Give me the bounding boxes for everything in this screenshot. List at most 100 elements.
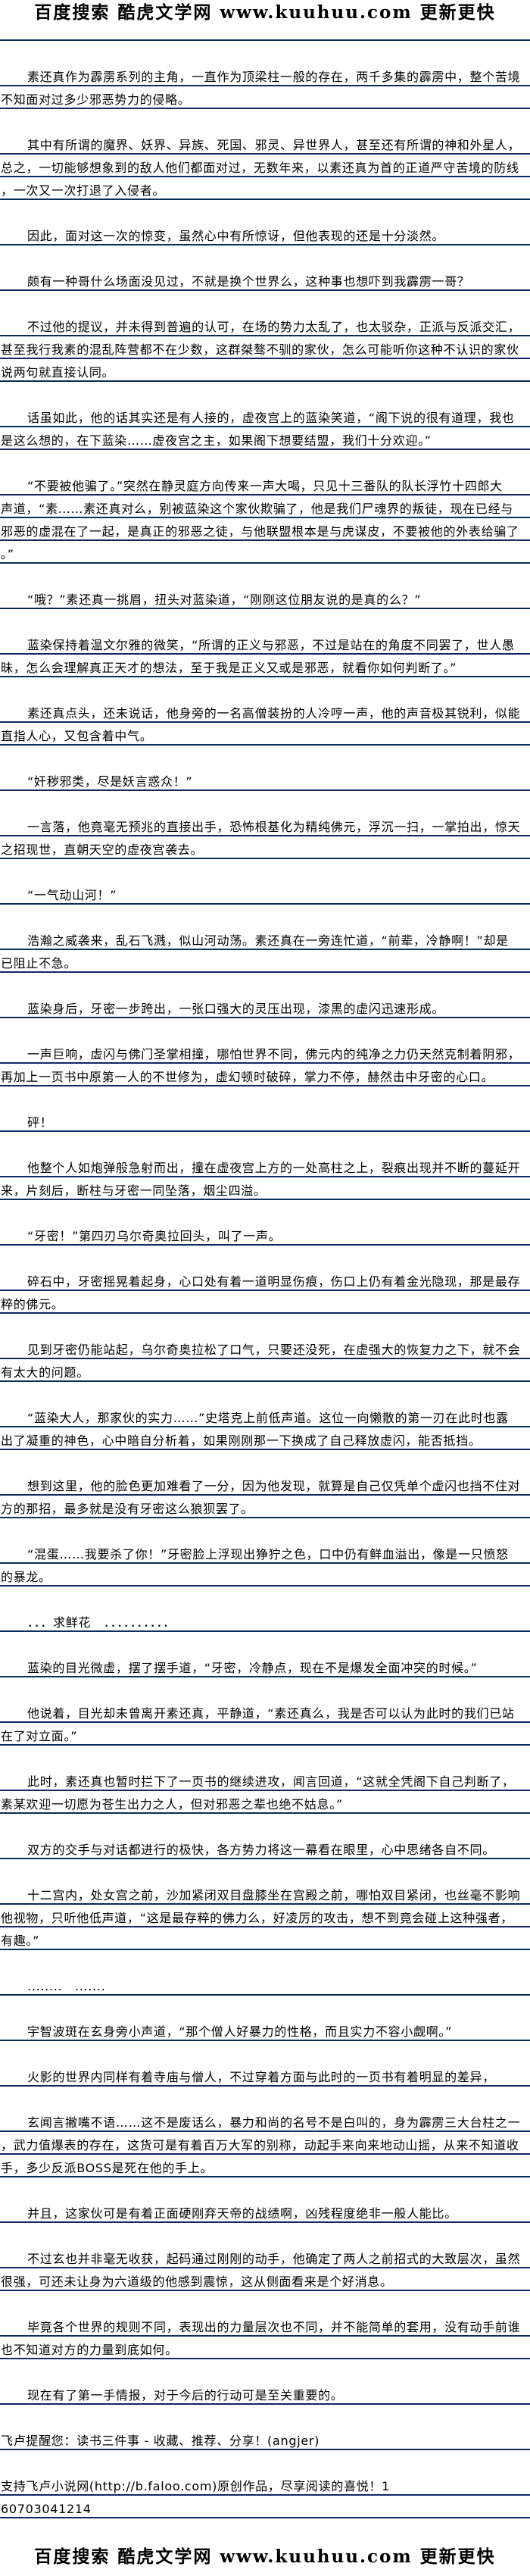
text-line: 此时，素还真也暂时拦下了一页书的继续进攻，闻言回道，“这就全凭阁下自己判断了，	[0, 1768, 530, 1791]
text-line: 素某欢迎一切愿为苍生出力之人，但对邪恶之辈也绝不姑息。”	[0, 1791, 530, 1814]
paragraph: “哦？”素还真一挑眉，扭头对蓝染道，“刚刚这位朋友说的是真的么？”	[0, 586, 530, 609]
text-line: “一气动山河！”	[0, 882, 530, 905]
text-line: 毕竟各个世界的规则不同，表现出的力量层次也不同，并不能简单的套用，没有动手前谁	[0, 2314, 530, 2337]
paragraph: 此时，素还真也暂时拦下了一页书的继续进攻，闻言回道，“这就全凭阁下自己判断了，素…	[0, 1768, 530, 1814]
paragraph: 浩瀚之威袭来，乱石飞溅，似山河动荡。素还真在一旁连忙道，“前辈，冷静啊！”却是已…	[0, 927, 530, 973]
paragraph: 一言落，他竟毫无预兆的直接出手，恐怖根基化为精纯佛元，浮沉一扫，一掌拍出，惊天之…	[0, 814, 530, 859]
text-line: 粹的佛元。	[0, 1291, 530, 1314]
paragraph: 蓝染的目光微虚，摆了摆手道，“牙密，冷静点，现在不是爆发全面冲突的时候。”	[0, 1655, 530, 1677]
text-line: 砰！	[0, 1109, 530, 1132]
text-line: 双方的交手与对话都进行的极快，各方势力将这一幕看在眼里，心中思绪各自不同。	[0, 1837, 530, 1859]
text-line: 手，多少反派BOSS是死在他的手上。	[0, 2155, 530, 2177]
text-line: “奸秽邪类，尽是妖言惑众！”	[0, 768, 530, 791]
paragraph: 素还真作为霹雳系列的主角，一直作为顶梁柱一般的存在，两千多集的霹雳中，整个苦境不…	[0, 64, 530, 109]
text-line: 有趣。”	[0, 1927, 530, 1950]
paragraph: 他整个人如炮弹般急射而出，撞在虚夜宫上方的一处高柱之上，裂痕出现并不断的蔓延开来…	[0, 1155, 530, 1200]
paragraph: “一气动山河！”	[0, 882, 530, 905]
text-line: 总之，一切能够想象到的敌人他们都面对过，无数年来，以素还真为首的正道严守苦境的防…	[0, 155, 530, 177]
text-line: 邪恶的虚混在了一起，是真正的邪恶之徒，与他联盟根本是与虎谋皮，不要被他的外表给骗…	[0, 518, 530, 541]
text-line: 很强，可还未让身为六道级的他感到震惊，这从侧面看来是个好消息。	[0, 2268, 530, 2291]
text-line: 是这么想的，在下蓝染……虚夜宫之主，如果阁下想要结盟，我们十分欢迎。”	[0, 427, 530, 450]
paragraph: 想到这里，他的脸色更加难看了一分，因为他发现，就算是自己仅凭单个虚闪也挡不住对方…	[0, 1473, 530, 1518]
text-line: 他整个人如炮弹般急射而出，撞在虚夜宫上方的一处高柱之上，裂痕出现并不断的蔓延开	[0, 1155, 530, 1177]
paragraph: 并且，这家伙可是有着正面硬刚弃天帝的战绩啊，凶残程度绝非一般人能比。	[0, 2200, 530, 2223]
text-line: 见到牙密仍能站起，乌尔奇奥拉松了口气，只要还没死，在虚强大的恢复力之下，就不会	[0, 1336, 530, 1359]
paragraph: 因此，面对这一次的惊变，虽然心中有所惊讶，但他表现的还是十分淡然。	[0, 223, 530, 245]
text-line: 出了凝重的神色，心中暗自分析着，如果刚刚那一下换成了自己释放虚闪，能否抵挡。	[0, 1427, 530, 1450]
text-line: 。”	[0, 541, 530, 564]
paragraph: 毕竟各个世界的规则不同，表现出的力量层次也不同，并不能简单的套用，没有动手前谁也…	[0, 2314, 530, 2359]
paragraph: ........ .......	[0, 1973, 530, 1996]
text-line: 素还真作为霹雳系列的主角，一直作为顶梁柱一般的存在，两千多集的霹雳中，整个苦境	[0, 64, 530, 86]
text-line: 飞卢提醒您：读书三件事 - 收藏、推荐、分享！(angjer)	[0, 2428, 530, 2450]
text-line: 宇智波斑在玄身旁小声道，“那个僧人好暴力的性格，而且实力不容小觑啊。”	[0, 2018, 530, 2041]
text-line: 其中有所谓的魔界、妖界、异族、死国、邪灵、异世界人，甚至还有所谓的神和外星人，	[0, 132, 530, 155]
paragraph: 蓝染保持着温文尔雅的微笑，“所谓的正义与邪恶，不过是站在的角度不同罢了，世人愚昧…	[0, 632, 530, 677]
text-line: 一声巨响，虚闪与佛门圣掌相撞，哪怕世界不同，佛元内的纯净之力仍天然克制着阴邪，	[0, 1041, 530, 1064]
text-line: “混蛋……我要杀了你！”牙密脸上浮现出狰狞之色，口中仍有鲜血溢出，像是一只愤怒	[0, 1541, 530, 1564]
paragraph: “蓝染大人，那家伙的实力……”史塔克上前低声道。这位一向懒散的第一刃在此时也露出…	[0, 1405, 530, 1450]
paragraph: 双方的交手与对话都进行的极快，各方势力将这一幕看在眼里，心中思绪各自不同。	[0, 1837, 530, 1859]
text-line: 他说着，目光却未曾离开素还真，平静道，“素还真么，我是否可以认为此时的我们已站	[0, 1700, 530, 1723]
text-line: 火影的世界内同样有着寺庙与僧人，不过穿着方面与此时的一页书有着明显的差异，	[0, 2064, 530, 2087]
paragraph: 见到牙密仍能站起，乌尔奇奥拉松了口气，只要还没死，在虚强大的恢复力之下，就不会有…	[0, 1336, 530, 1382]
paragraph: 现在有了第一手情报，对于今后的行动可是至关重要的。	[0, 2382, 530, 2405]
text-line: 因此，面对这一次的惊变，虽然心中有所惊讶，但他表现的还是十分淡然。	[0, 223, 530, 245]
text-line: 话虽如此，他的话其实还是有人接的，虚夜宫上的蓝染笑道，“阁下说的很有道理，我也	[0, 405, 530, 427]
text-line: 声道，“素……素还真对么，别被蓝染这个家伙欺骗了，他是我们尸魂界的叛徒，现在已经…	[0, 496, 530, 518]
text-line: 蓝染身后，牙密一步跨出，一张口强大的灵压出现，漆黑的虚闪迅速形成。	[0, 996, 530, 1018]
paragraph: 砰！	[0, 1109, 530, 1132]
text-line: 不过他的提议，并未得到普遍的认可，在场的势力太乱了，也太驳杂，正派与反派交汇，	[0, 314, 530, 336]
paragraph: 素还真点头，还未说话，他身旁的一名高僧装扮的人冷哼一声，他的声音极其锐利，似能直…	[0, 700, 530, 746]
paragraph: 十二宫内，处女宫之前，沙加紧闭双目盘膝坐在宫殿之前，哪怕双目紧闭，也丝毫不影响他…	[0, 1882, 530, 1950]
text-line: 也不知道对方的力量到底如何。	[0, 2337, 530, 2359]
text-line: “牙密！”第四刃乌尔奇奥拉回头，叫了一声。	[0, 1223, 530, 1246]
text-line: 昧，怎么会理解真正天才的想法，至于我是正义又或是邪恶，就看你如何判断了。”	[0, 655, 530, 677]
text-line: 来，片刻后，断柱与牙密一同坠落，烟尘四溢。	[0, 1177, 530, 1200]
paragraph: 不过他的提议，并未得到普遍的认可，在场的势力太乱了，也太驳杂，正派与反派交汇，甚…	[0, 314, 530, 382]
paragraph: 宇智波斑在玄身旁小声道，“那个僧人好暴力的性格，而且实力不容小觑啊。”	[0, 2018, 530, 2041]
paragraph: 玄闻言撇嘴不语……这不是废话么，暴力和尚的名号不是白叫的，身为霹雳三大台柱之一，…	[0, 2109, 530, 2177]
text-line: “哦？”素还真一挑眉，扭头对蓝染道，“刚刚这位朋友说的是真的么？”	[0, 586, 530, 609]
site-logo-header: 百度搜索 酷虎文学网 www.kuuhuu.com 更新更快	[0, 0, 530, 41]
paragraph: “奸秽邪类，尽是妖言惑众！”	[0, 768, 530, 791]
text-line: 玄闻言撇嘴不语……这不是废话么，暴力和尚的名号不是白叫的，身为霹雳三大台柱之一	[0, 2109, 530, 2132]
text-line: 蓝染保持着温文尔雅的微笑，“所谓的正义与邪恶，不过是站在的角度不同罢了，世人愚	[0, 632, 530, 655]
site-logo-text: 百度搜索 酷虎文学网 www.kuuhuu.com 更新更快	[34, 2, 496, 23]
paragraph: 火影的世界内同样有着寺庙与僧人，不过穿着方面与此时的一页书有着明显的差异，	[0, 2064, 530, 2087]
paragraph: 不过玄也并非毫无收获，起码通过刚刚的动手，他确定了两人之前招式的大致层次，虽然很…	[0, 2246, 530, 2291]
text-line: 一言落，他竟毫无预兆的直接出手，恐怖根基化为精纯佛元，浮沉一扫，一掌拍出，惊天	[0, 814, 530, 836]
text-line: 支持飞卢小说网(http://b.faloo.com)原创作品，尽享阅读的喜悦！…	[0, 2473, 530, 2496]
text-line: ．．．求鲜花 ．．．．．．．．．．	[0, 1609, 530, 1632]
paragraph: “不要被他骗了。”突然在静灵庭方向传来一声大喝，只见十三番队的队长浮竹十四郎大声…	[0, 473, 530, 564]
text-line: 颇有一种哥什么场面没见过，不就是换个世界么，这种事也想吓到我霹雳一哥？	[0, 268, 530, 291]
text-line: 之招现世，直朝天空的虚夜宫袭去。	[0, 836, 530, 859]
paragraph: 其中有所谓的魔界、妖界、异族、死国、邪灵、异世界人，甚至还有所谓的神和外星人，总…	[0, 132, 530, 200]
paragraph: 他说着，目光却未曾离开素还真，平静道，“素还真么，我是否可以认为此时的我们已站在…	[0, 1700, 530, 1746]
text-line: 现在有了第一手情报，对于今后的行动可是至关重要的。	[0, 2382, 530, 2405]
text-line: 直指人心，又包含着中气。	[0, 723, 530, 746]
text-line: 浩瀚之威袭来，乱石飞溅，似山河动荡。素还真在一旁连忙道，“前辈，冷静啊！”却是	[0, 927, 530, 950]
text-line: ，武力值爆表的存在，这货可是有着百万大军的别称，动起手来向来地动山摇，从来不知道…	[0, 2132, 530, 2155]
site-logo-footer: 百度搜索 酷虎文学网 www.kuuhuu.com 更新更快	[0, 2547, 530, 2570]
text-line: 60703041214	[0, 2496, 530, 2518]
text-line: 的暴龙。	[0, 1564, 530, 1587]
text-line: ........ .......	[0, 1973, 530, 1996]
text-line: “不要被他骗了。”突然在静灵庭方向传来一声大喝，只见十三番队的队长浮竹十四郎大	[0, 473, 530, 496]
paragraph: 颇有一种哥什么场面没见过，不就是换个世界么，这种事也想吓到我霹雳一哥？	[0, 268, 530, 291]
paragraph: 碎石中，牙密摇晃着起身，心口处有着一道明显伤痕，伤口上仍有着金光隐现，那是最存粹…	[0, 1268, 530, 1314]
text-line: 蓝染的目光微虚，摆了摆手道，“牙密，冷静点，现在不是爆发全面冲突的时候。”	[0, 1655, 530, 1677]
text-line: 再加上一页书中原第一人的不世修为，虚幻顿时破碎，掌力不停，赫然击中牙密的心口。	[0, 1064, 530, 1086]
text-line: 并且，这家伙可是有着正面硬刚弃天帝的战绩啊，凶残程度绝非一般人能比。	[0, 2200, 530, 2223]
paragraph: 话虽如此，他的话其实还是有人接的，虚夜宫上的蓝染笑道，“阁下说的很有道理，我也是…	[0, 405, 530, 450]
footer-note: 支持飞卢小说网(http://b.faloo.com)原创作品，尽享阅读的喜悦！…	[0, 2473, 530, 2518]
text-line: 十二宫内，处女宫之前，沙加紧闭双目盘膝坐在宫殿之前，哪怕双目紧闭，也丝毫不影响	[0, 1882, 530, 1905]
text-line: 说两句就直接认同。	[0, 359, 530, 382]
text-line: 在了对立面。”	[0, 1723, 530, 1746]
text-line: 不知面对过多少邪恶势力的侵略。	[0, 86, 530, 109]
site-logo-text: 百度搜索 酷虎文学网 www.kuuhuu.com 更新更快	[34, 2546, 496, 2567]
text-line: 已阻止不急。	[0, 950, 530, 973]
text-line: 甚至我行我素的混乱阵营都不在少数，这群桀骜不驯的家伙，怎么可能听你这种不认识的家…	[0, 336, 530, 359]
chapter-footer: 飞卢提醒您：读书三件事 - 收藏、推荐、分享！(angjer) 支持飞卢小说网(h…	[0, 2428, 530, 2518]
text-line: 不过玄也并非毫无收获，起码通过刚刚的动手，他确定了两人之前招式的大致层次，虽然	[0, 2246, 530, 2268]
